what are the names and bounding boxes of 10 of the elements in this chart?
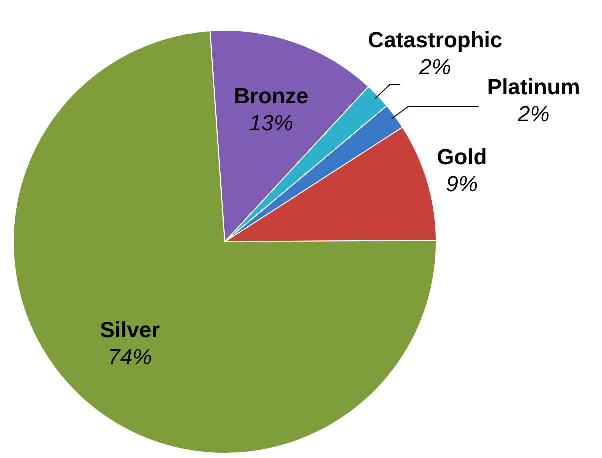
data-label: 74% [108, 344, 152, 370]
data-label: 13% [249, 110, 294, 136]
slice-label: Platinum [487, 74, 580, 100]
slice-label: Bronze [234, 83, 309, 108]
data-label: 2% [418, 54, 452, 80]
slice-label: Catastrophic [368, 28, 503, 53]
data-label: 2% [516, 102, 550, 127]
slice-label: Silver [100, 317, 161, 342]
slice-label: Gold [437, 144, 488, 170]
data-label: 9% [446, 171, 478, 196]
